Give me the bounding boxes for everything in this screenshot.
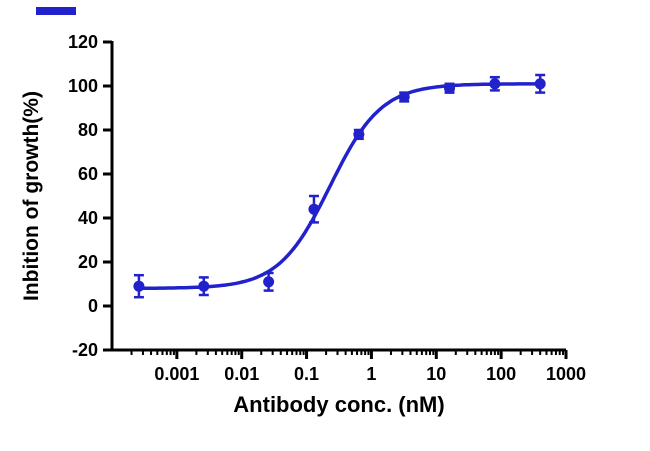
svg-text:40: 40 (78, 208, 98, 228)
y-axis-title: Inbition of growth(%) (20, 91, 43, 301)
svg-text:1: 1 (366, 364, 376, 384)
svg-text:0.1: 0.1 (294, 364, 319, 384)
x-axis-title: Antibody conc. (nM) (233, 392, 445, 417)
svg-text:100: 100 (68, 76, 98, 96)
svg-text:20: 20 (78, 252, 98, 272)
svg-text:10: 10 (426, 364, 446, 384)
svg-text:0.001: 0.001 (154, 364, 199, 384)
svg-text:60: 60 (78, 164, 98, 184)
svg-text:120: 120 (68, 32, 98, 52)
svg-text:100: 100 (486, 364, 516, 384)
svg-text:80: 80 (78, 120, 98, 140)
stray-blue-mark (36, 7, 76, 15)
svg-text:-20: -20 (72, 340, 98, 360)
svg-text:0: 0 (88, 296, 98, 316)
svg-text:1000: 1000 (546, 364, 586, 384)
svg-text:0.01: 0.01 (224, 364, 259, 384)
